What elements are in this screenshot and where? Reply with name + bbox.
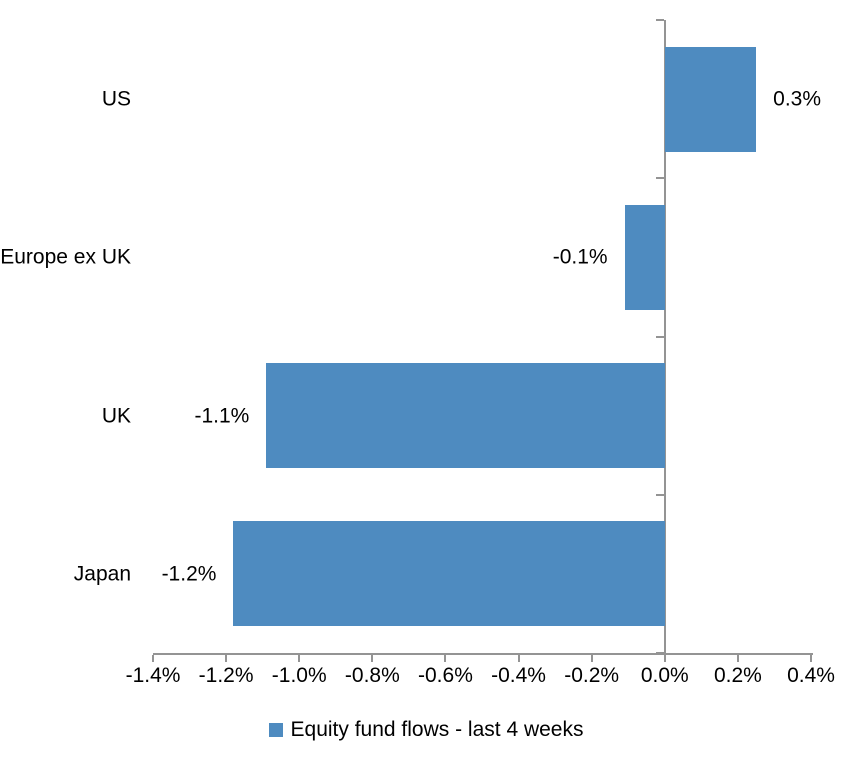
x-tick-label: -1.0% xyxy=(271,664,327,687)
data-label: -1.2% xyxy=(161,562,217,586)
legend-swatch-icon xyxy=(268,723,283,737)
bar-europe-ex-uk xyxy=(624,204,665,310)
data-label: 0.3% xyxy=(773,87,822,111)
y-tick-mark xyxy=(655,19,664,21)
x-tick-mark xyxy=(298,655,301,662)
data-label: -0.1% xyxy=(552,245,608,269)
x-tick-label: 0.4% xyxy=(787,664,835,687)
x-tick-label: 0.2% xyxy=(713,664,762,687)
x-tick-mark xyxy=(444,655,447,662)
x-tick-label: -0.6% xyxy=(418,664,473,687)
x-tick-mark xyxy=(517,655,520,662)
category-label: Europe ex UK xyxy=(0,245,131,269)
x-tick-mark xyxy=(736,655,739,662)
category-label: US xyxy=(101,87,131,111)
x-tick-label: 0.0% xyxy=(640,664,689,687)
bar-japan xyxy=(233,521,665,627)
y-tick-mark xyxy=(655,335,664,338)
x-tick-label: -0.2% xyxy=(564,664,620,687)
bar-us xyxy=(664,46,757,152)
data-label: -1.1% xyxy=(194,404,250,428)
y-tick-mark xyxy=(655,177,664,180)
y-tick-mark xyxy=(655,493,664,496)
bar-uk xyxy=(266,363,665,469)
x-tick-mark xyxy=(371,655,374,662)
x-tick-mark xyxy=(590,655,593,662)
x-tick-mark xyxy=(663,655,666,662)
legend-label: Equity fund flows - last 4 weeks xyxy=(290,718,584,741)
x-tick-label: -1.2% xyxy=(198,664,254,687)
category-label: UK xyxy=(101,404,131,428)
y-tick-mark xyxy=(655,652,664,654)
x-tick-label: -1.4% xyxy=(125,664,181,687)
x-tick-label: -0.4% xyxy=(491,664,546,687)
x-axis-line xyxy=(153,653,813,655)
legend: Equity fund flows - last 4 weeks xyxy=(0,714,852,746)
y-axis-line xyxy=(663,20,666,655)
category-label: Japan xyxy=(73,562,131,586)
x-tick-label: -0.8% xyxy=(344,664,400,687)
x-tick-mark xyxy=(152,655,154,662)
x-tick-mark xyxy=(225,655,228,662)
x-tick-mark xyxy=(810,655,812,662)
